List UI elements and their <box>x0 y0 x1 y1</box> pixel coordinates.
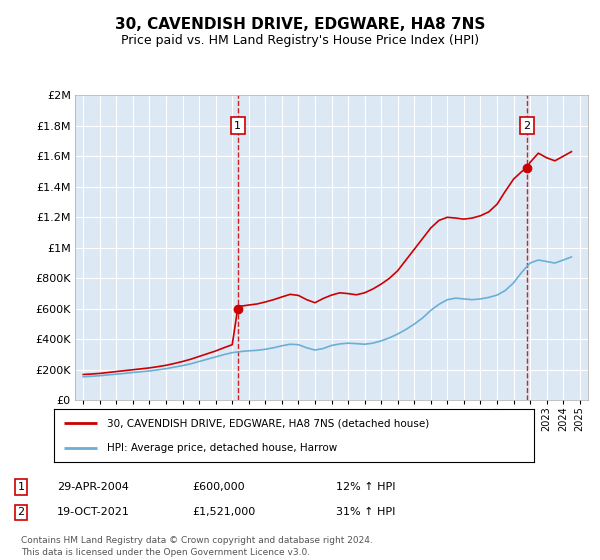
Text: Price paid vs. HM Land Registry's House Price Index (HPI): Price paid vs. HM Land Registry's House … <box>121 34 479 46</box>
Text: 1: 1 <box>17 482 25 492</box>
Text: HPI: Average price, detached house, Harrow: HPI: Average price, detached house, Harr… <box>107 442 337 452</box>
Text: 30, CAVENDISH DRIVE, EDGWARE, HA8 7NS: 30, CAVENDISH DRIVE, EDGWARE, HA8 7NS <box>115 17 485 32</box>
Text: £1,521,000: £1,521,000 <box>192 507 255 517</box>
Text: 30, CAVENDISH DRIVE, EDGWARE, HA8 7NS (detached house): 30, CAVENDISH DRIVE, EDGWARE, HA8 7NS (d… <box>107 418 429 428</box>
Text: 31% ↑ HPI: 31% ↑ HPI <box>336 507 395 517</box>
Text: 2: 2 <box>17 507 25 517</box>
Text: 12% ↑ HPI: 12% ↑ HPI <box>336 482 395 492</box>
Text: 1: 1 <box>234 121 241 130</box>
Text: 2: 2 <box>523 121 530 130</box>
Text: 19-OCT-2021: 19-OCT-2021 <box>57 507 130 517</box>
Text: Contains HM Land Registry data © Crown copyright and database right 2024.
This d: Contains HM Land Registry data © Crown c… <box>21 536 373 557</box>
Text: 29-APR-2004: 29-APR-2004 <box>57 482 129 492</box>
Text: £600,000: £600,000 <box>192 482 245 492</box>
